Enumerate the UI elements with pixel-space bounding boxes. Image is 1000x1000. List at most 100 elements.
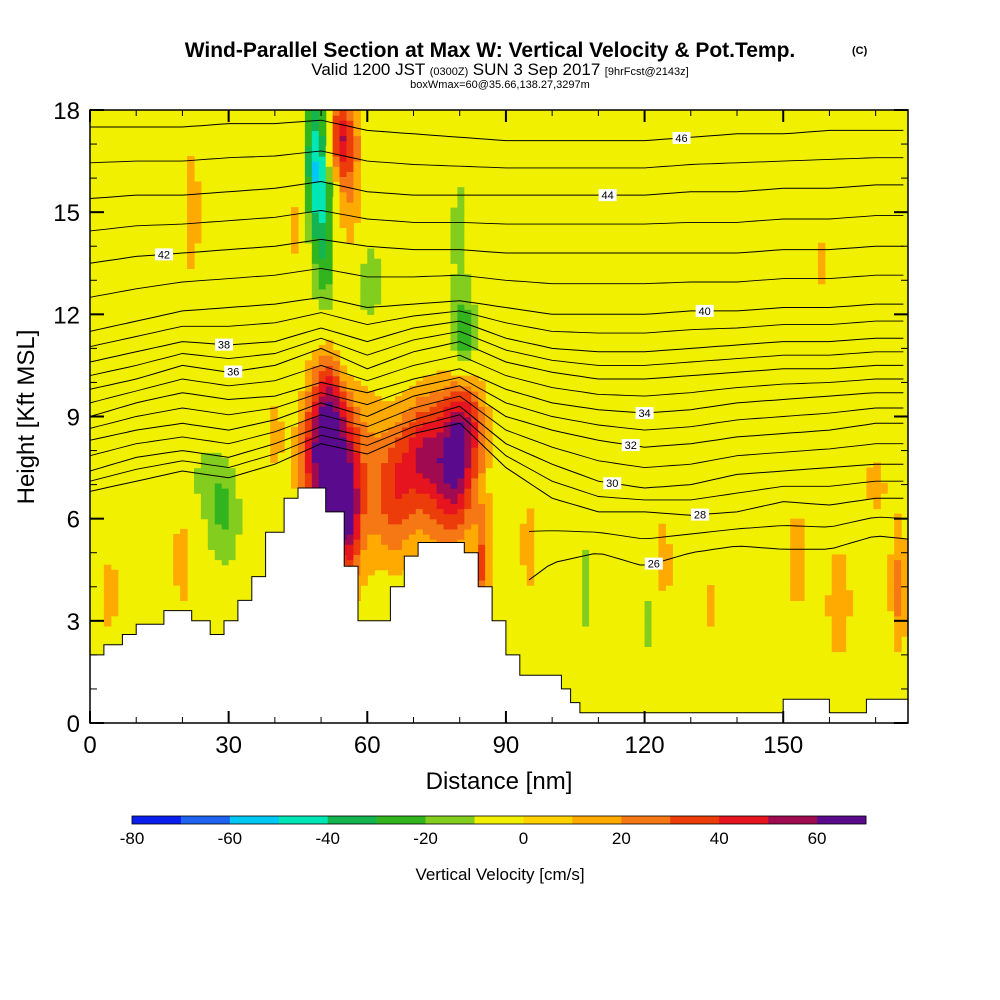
field-cell [297,140,306,147]
field-cell [325,503,334,510]
field-cell [471,242,479,249]
field-cell [214,554,223,561]
field-cell [450,242,458,249]
field-cell [505,237,514,244]
field-cell [443,247,452,254]
field-cell [90,207,98,213]
field-cell [665,554,673,561]
field-cell [568,687,576,693]
field-cell [353,181,361,188]
field-cell [318,125,327,132]
field-cell [228,334,237,341]
field-cell [235,472,244,479]
field-cell [311,472,320,479]
field-cell [193,462,202,469]
field-cell [353,145,361,152]
field-cell [415,217,424,223]
field-cell [609,569,618,576]
field-cell [422,120,431,126]
field-cell [485,559,493,566]
field-cell [575,610,583,617]
field-cell [533,125,542,132]
field-cell [568,579,576,586]
field-cell [270,447,278,453]
field-cell [429,207,438,213]
field-cell [408,436,417,443]
field-cell [568,518,576,525]
field-cell [616,569,625,576]
field-cell [235,350,244,356]
field-cell [457,273,465,280]
field-cell [124,161,133,167]
field-cell [318,355,327,361]
field-cell [388,549,396,556]
field-cell [623,488,632,494]
field-cell [616,533,625,540]
field-cell [609,595,618,601]
field-cell [471,513,479,520]
field-cell [450,166,458,172]
field-cell [436,227,445,234]
field-cell [485,436,493,443]
field-cell [561,682,569,688]
field-cell [637,569,646,576]
field-cell [395,196,403,203]
field-cell [346,350,355,356]
field-cell [187,477,195,484]
field-cell [457,472,465,479]
field-cell [575,671,583,678]
field-cell [429,135,438,142]
field-cell [131,196,140,203]
x-tick-label: 60 [354,732,381,759]
field-cell [297,436,306,443]
field-cell [575,482,583,489]
field-cell [103,171,112,178]
field-cell [471,155,479,162]
field-cell [457,380,465,387]
field-cell [790,523,798,530]
field-cell [422,539,431,545]
field-cell [353,442,361,448]
field-cell [478,227,486,234]
field-cell [325,401,334,407]
field-cell [526,523,535,530]
field-cell [616,595,625,601]
field-cell [214,579,223,586]
field-cell [429,191,438,198]
field-cell [346,549,355,556]
field-cell [519,212,528,218]
field-cell [388,436,396,443]
field-cell [831,615,840,622]
field-cell [346,380,355,387]
field-cell [457,442,465,448]
field-cell [457,293,465,300]
field-cell [124,273,133,280]
field-cell [304,273,313,280]
field-cell [623,615,632,622]
field-cell [561,661,569,668]
field-cell [630,666,639,673]
field-cell [90,217,98,223]
field-cell [374,268,382,275]
field-cell [395,477,403,484]
field-cell [894,625,902,632]
field-cell [415,406,424,412]
field-cell [339,120,348,126]
field-cell [471,176,479,183]
field-cell [339,421,348,428]
field-cell [346,120,355,126]
field-cell [367,477,375,484]
field-cell [214,498,223,504]
field-cell [103,595,112,601]
field-cell [339,196,348,203]
field-cell [894,564,902,571]
field-cell [415,390,424,397]
field-cell [304,263,313,269]
field-cell [457,462,465,469]
field-cell [589,610,597,617]
field-cell [602,539,611,545]
field-cell [408,421,417,428]
field-cell [103,600,112,607]
field-cell [103,196,112,203]
field-cell [353,472,361,479]
